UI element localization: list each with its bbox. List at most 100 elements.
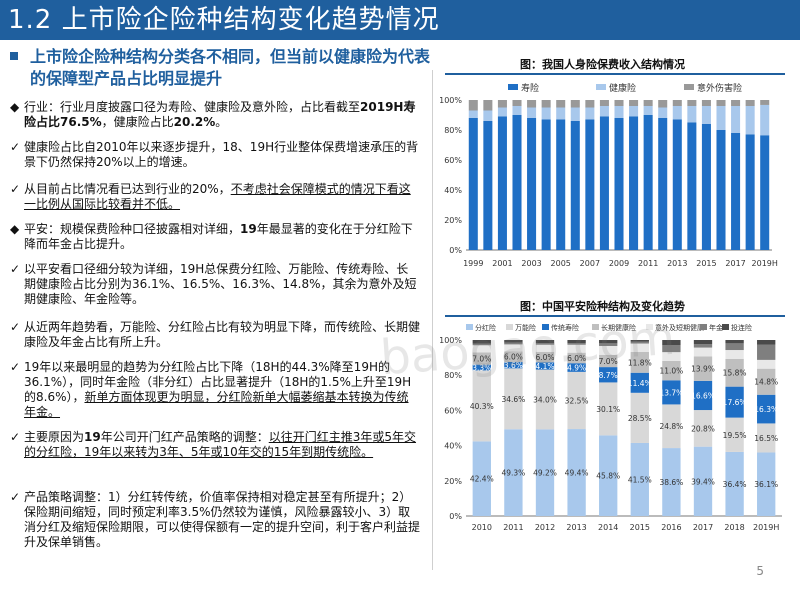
data-label: 14.8% <box>754 378 778 387</box>
bar-segment <box>630 392 649 443</box>
bar-segment <box>504 340 523 343</box>
bar-segment <box>599 382 618 436</box>
bullet-item: ✓ 健康险占比自2010年以来逐步提升，18、19H行业整体保费增速承压的背景下仍… <box>10 140 420 178</box>
legend-swatch <box>646 324 653 330</box>
bullet-text: 19年以来最明显的趋势为分红险占比下降（18H的44.3%降至19H的36.1%… <box>24 360 420 420</box>
bar-segment <box>585 119 595 250</box>
bullet-text: 以平安看口径细分较为详细，19H总保费分红险、万能险、传统寿险、长期健康险占比分… <box>24 262 420 307</box>
bar-segment <box>630 372 649 393</box>
y-tick-label: 20% <box>444 216 462 225</box>
data-label: 3.3% <box>472 364 491 373</box>
bar-segment <box>693 344 713 348</box>
data-label: 6.0% <box>504 353 523 362</box>
y-tick-label: 80% <box>444 371 462 380</box>
bar-segment <box>527 107 537 118</box>
bar-segment <box>757 344 776 360</box>
data-label: 3.6% <box>504 361 523 370</box>
y-tick-label: 0% <box>449 246 462 255</box>
chart1-title-rule <box>445 73 785 75</box>
x-tick-label: 2003 <box>521 259 541 268</box>
check-bullet-icon: ✓ <box>10 262 21 276</box>
y-tick-label: 80% <box>444 126 462 135</box>
bullet-item: ✓ 从目前占比情况看已达到行业的20%，不考虑社会保障模式的情况下看这一比例从国际… <box>10 182 420 218</box>
chart2-svg: 分红险 万能险 传统寿险 长期健康险 意外及短期健康 年金 投连险 0% 20% 40% 60% 80… <box>439 323 782 532</box>
legend-swatch <box>542 324 549 330</box>
x-tick-label: 2015 <box>696 259 716 268</box>
data-label: 32.5% <box>565 396 589 405</box>
bar-segment <box>662 380 681 405</box>
data-label: 49.2% <box>533 469 557 478</box>
bar-segment <box>757 394 776 424</box>
bar-segment <box>725 340 744 344</box>
bar-segment <box>693 356 713 381</box>
legend-swatch <box>684 84 694 90</box>
bullet-text-run: ，健康险占比 <box>101 115 174 129</box>
x-tick-label: 2010 <box>472 523 492 532</box>
bullet-text: 平安：规模保费险种口径披露相对详细，19年最显著的变化在于分红险下降而年金占比提… <box>24 222 420 252</box>
data-label: 38.6% <box>659 478 683 487</box>
legend-label: 健康险 <box>609 82 636 94</box>
x-tick-label: 2009 <box>609 259 629 268</box>
bar-segment <box>745 134 755 250</box>
bar-segment <box>567 342 586 345</box>
x-tick-label: 2007 <box>580 259 600 268</box>
bullet-text-run: 2019H寿险占比76.5% <box>24 100 416 129</box>
legend-swatch <box>466 324 473 330</box>
x-tick-label: 2015 <box>630 523 650 532</box>
x-tick-label: 2017 <box>725 259 745 268</box>
bar-segment <box>599 367 618 383</box>
data-label: 42.4% <box>470 475 494 484</box>
x-tick-label: 2019H <box>753 523 779 532</box>
bar-segment <box>687 106 697 123</box>
bar-segment <box>672 106 682 120</box>
bar-segment <box>497 100 507 108</box>
bar-segment <box>760 100 770 105</box>
bar-segment <box>716 130 726 250</box>
bullet-text-run: 平安：规模保费险种口径披露相对详细， <box>24 222 241 236</box>
bar-segment <box>556 119 566 250</box>
legend-label: 投连险 <box>731 323 752 332</box>
bar-segment <box>614 118 624 250</box>
data-label: 30.1% <box>596 405 620 414</box>
legend-swatch <box>508 84 518 90</box>
bar-segment <box>535 351 555 363</box>
bar-segment <box>701 100 711 106</box>
bar-segment <box>472 340 491 344</box>
bar-segment <box>504 344 523 352</box>
x-tick-label: 2011 <box>638 259 658 268</box>
x-tick-label: 2017 <box>693 523 713 532</box>
bar-segment <box>541 100 551 108</box>
bar-segment <box>599 345 618 355</box>
bar-segment <box>629 106 639 117</box>
bar-segment <box>693 446 713 516</box>
check-bullet-icon: ✓ <box>10 490 21 504</box>
bar-segment <box>731 133 741 250</box>
bullet-text-run: 。 <box>215 115 228 129</box>
data-label: 28.5% <box>628 414 652 423</box>
bar-segment <box>643 115 653 250</box>
bar-segment <box>535 429 555 516</box>
bullet-item: ✓ 19年以来最明显的趋势为分红险占比下降（18H的44.3%降至19H的36.1… <box>10 360 420 420</box>
bar-segment <box>599 343 618 346</box>
x-tick-label: 2005 <box>551 259 571 268</box>
bar-segment <box>614 106 624 118</box>
data-label: 49.4% <box>565 469 589 478</box>
data-label: 13.9% <box>691 365 715 374</box>
bar-segment <box>472 370 491 442</box>
bar-segment <box>483 100 493 111</box>
bar-segment <box>614 100 624 106</box>
bar-segment <box>662 360 681 381</box>
bar-segment <box>567 352 586 364</box>
legend-label: 意外伤害险 <box>697 82 742 94</box>
legend-swatch <box>596 84 606 90</box>
bar-segment <box>535 369 555 430</box>
check-bullet-icon: ✓ <box>10 430 21 444</box>
bar-segment <box>693 340 713 345</box>
bar-segment <box>468 100 478 111</box>
bullet-text: 行业：行业月度披露口径为寿险、健康险及意外险，占比看截至2019H寿险占比76.… <box>24 100 420 130</box>
x-tick-label: 2012 <box>535 523 555 532</box>
bar-segment <box>472 352 491 365</box>
legend-label: 长期健康险 <box>601 323 636 332</box>
bullet-text-run: 19年以来最明显的趋势为分红险占比下降（18H的44.3%降至19H的36.1%… <box>24 360 412 404</box>
bar-segment <box>504 362 523 369</box>
